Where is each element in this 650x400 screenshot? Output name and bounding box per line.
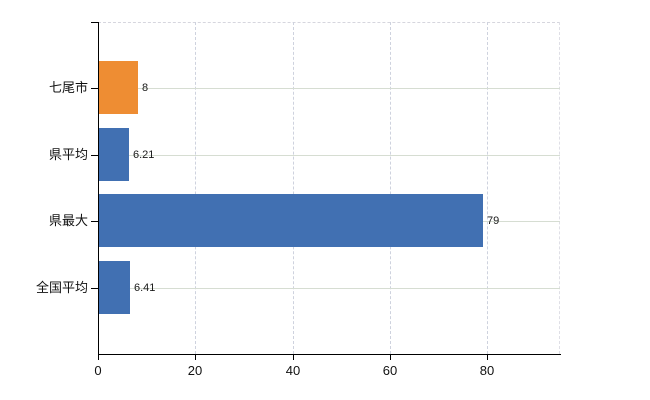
x-axis-tick-label: 0	[94, 363, 102, 378]
y-axis-line	[98, 22, 99, 354]
category-tick	[91, 155, 98, 156]
x-axis-tick	[390, 355, 391, 360]
x-axis-tick	[487, 355, 488, 360]
category-label: 県平均	[48, 147, 88, 162]
bar-七尾市[interactable]	[99, 61, 138, 114]
bar-value-label: 8	[142, 82, 149, 94]
horizontal-gridline	[99, 155, 560, 156]
x-axis-tick	[195, 355, 196, 360]
vertical-gridline	[487, 22, 488, 354]
category-tick	[91, 221, 98, 222]
vertical-gridline	[390, 22, 391, 354]
x-axis-line	[98, 354, 561, 355]
category-label: 県最大	[48, 213, 88, 228]
vertical-gridline	[293, 22, 294, 354]
bar-県平均[interactable]	[99, 128, 129, 181]
category-tick	[91, 88, 98, 89]
vertical-gridline	[195, 22, 196, 354]
x-axis-tick-label: 40	[285, 363, 301, 378]
category-label: 七尾市	[48, 80, 88, 95]
bar-value-label: 6.41	[134, 282, 156, 294]
horizontal-gridline	[99, 88, 560, 89]
bar-value-label: 79	[487, 215, 500, 227]
bar-value-label: 6.21	[133, 149, 155, 161]
category-tick	[91, 288, 98, 289]
x-axis-tick	[98, 355, 99, 360]
bar-県最大[interactable]	[99, 194, 483, 247]
bar-全国平均[interactable]	[99, 261, 130, 314]
x-axis-tick-label: 80	[479, 363, 495, 378]
x-axis-tick	[293, 355, 294, 360]
horizontal-gridline	[99, 288, 560, 289]
x-axis-tick-label: 60	[382, 363, 398, 378]
x-axis-tick-label: 20	[187, 363, 203, 378]
plot-area	[98, 22, 560, 354]
category-label: 全国平均	[35, 280, 88, 295]
axis-top-tick	[91, 22, 98, 23]
